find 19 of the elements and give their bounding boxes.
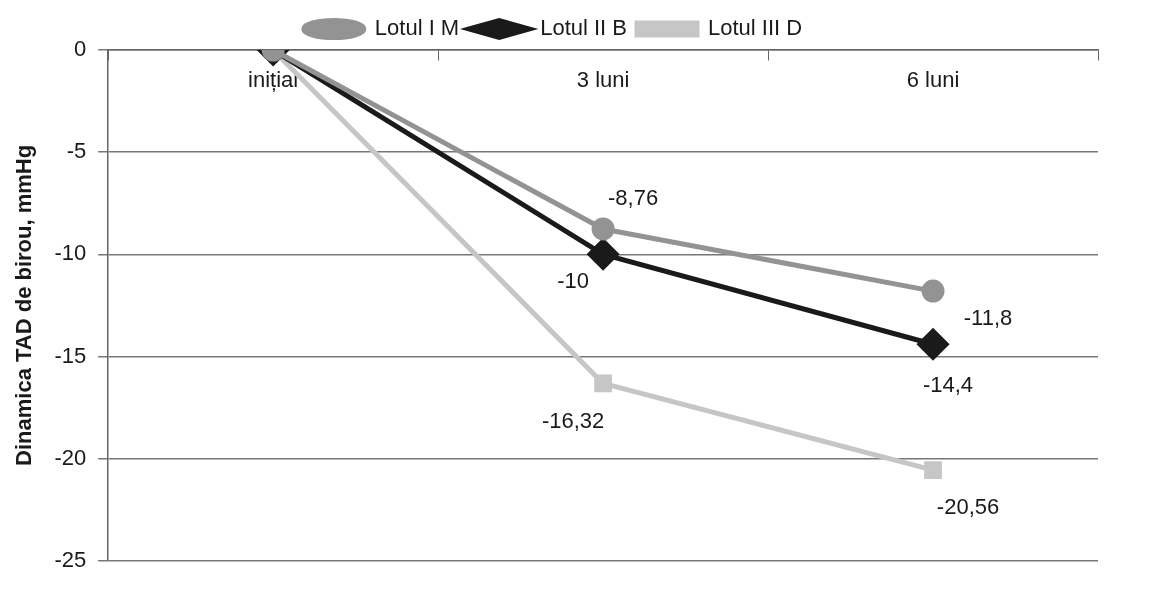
data-label: -14,4 (922, 372, 974, 398)
y-tick-label: -25 (54, 546, 87, 572)
y-tick-label: -5 (66, 138, 87, 164)
legend-label: Lotul I M (374, 15, 460, 41)
y-axis-title: Dinamica TAD de birou, mmHg (11, 144, 37, 466)
data-label: -16,32 (541, 407, 605, 433)
data-label: -10 (557, 268, 589, 294)
x-tick-label: 6 luni (906, 67, 960, 93)
data-label: -20,56 (936, 494, 1000, 520)
x-tick-label: 3 luni (576, 67, 630, 93)
legend-label: Lotul II B (540, 15, 628, 41)
data-label: -11,8 (963, 305, 1013, 331)
x-tick-label: inițial (248, 67, 299, 93)
y-tick-label: -15 (54, 342, 87, 368)
y-tick-label: 0 (73, 36, 87, 62)
legend-label: Lotul III D (708, 15, 803, 41)
y-tick-label: -20 (54, 444, 87, 470)
y-tick-label: -10 (54, 240, 87, 266)
data-label: -8,76 (608, 185, 659, 211)
